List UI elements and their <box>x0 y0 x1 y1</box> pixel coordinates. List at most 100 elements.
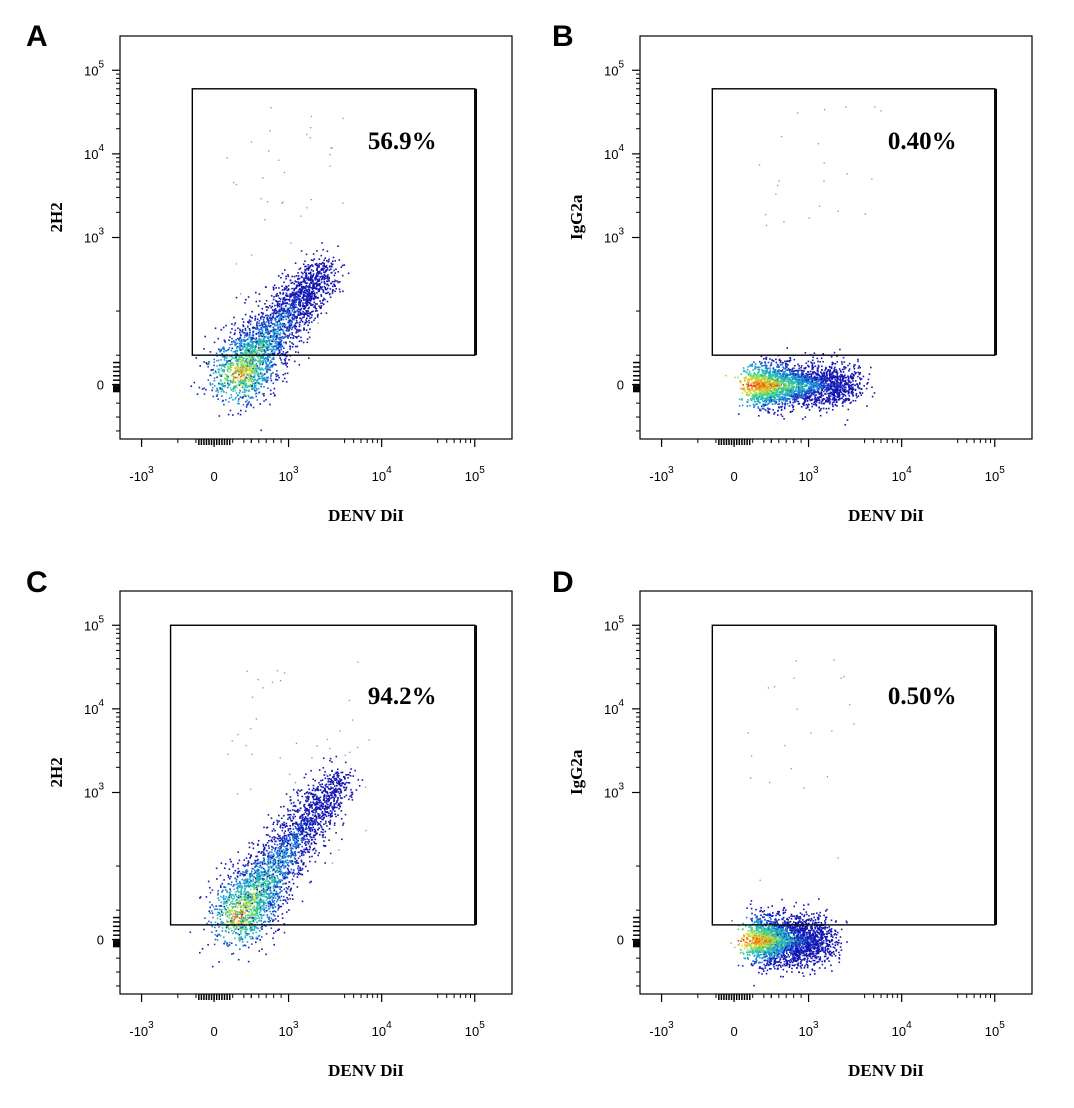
event-dot <box>768 399 770 402</box>
event-dot <box>221 347 224 350</box>
event-dot <box>239 349 242 352</box>
event-dot <box>289 348 291 350</box>
event-dot <box>298 302 300 305</box>
event-dot <box>820 372 823 375</box>
event-dot <box>282 307 284 310</box>
event-dot <box>262 374 265 377</box>
event-dot <box>261 376 264 378</box>
event-dot <box>794 369 797 372</box>
event-dot <box>306 341 309 344</box>
event-dot <box>816 399 818 402</box>
event-dot <box>849 381 851 384</box>
event-dot <box>239 413 242 416</box>
event-dot <box>753 400 756 402</box>
event-dot <box>778 373 781 375</box>
event-dot <box>265 306 267 308</box>
event-dot <box>282 310 284 313</box>
event-dot <box>825 399 827 402</box>
event-dot <box>241 330 244 333</box>
event-dot <box>267 355 269 358</box>
event-dot <box>756 392 758 394</box>
event-dot <box>296 296 299 299</box>
event-dot-outlier <box>277 312 279 314</box>
event-dot <box>299 305 301 307</box>
event-dot <box>311 278 313 281</box>
event-dot <box>724 374 727 377</box>
event-dot <box>291 304 294 306</box>
event-dot <box>266 332 268 334</box>
event-dot <box>788 374 790 377</box>
event-dot <box>216 393 219 396</box>
event-dot <box>276 370 278 372</box>
event-dot <box>270 317 272 320</box>
event-dot <box>269 343 271 345</box>
event-dot <box>248 369 250 371</box>
event-dot <box>308 286 311 289</box>
event-dot <box>758 396 761 398</box>
event-dot <box>259 360 262 362</box>
event-dot <box>226 386 229 389</box>
event-dot <box>265 365 268 367</box>
event-dot <box>782 387 785 389</box>
event-dot <box>230 361 232 364</box>
event-dot <box>254 319 256 321</box>
event-dot <box>255 384 257 387</box>
event-dot <box>239 367 242 370</box>
event-dot <box>257 342 260 344</box>
event-dot <box>763 400 765 403</box>
event-dot <box>242 321 245 323</box>
event-dot <box>285 285 287 288</box>
event-dot <box>307 307 310 310</box>
event-dot <box>311 287 314 289</box>
event-dot <box>229 343 232 346</box>
event-dot <box>299 317 301 319</box>
event-dot <box>772 373 774 375</box>
event-dot <box>828 374 831 376</box>
event-dot <box>287 275 290 278</box>
event-dot <box>234 343 236 346</box>
event-dot <box>829 380 831 382</box>
event-dot <box>299 290 302 293</box>
event-dot <box>261 359 264 362</box>
event-dot <box>216 360 218 362</box>
event-dot <box>810 380 813 383</box>
event-dot <box>223 339 226 342</box>
event-dot <box>803 370 805 372</box>
event-dot <box>298 340 301 343</box>
event-dot <box>763 369 765 372</box>
event-dot <box>298 325 301 328</box>
event-dot <box>805 383 807 386</box>
event-dot <box>217 371 220 374</box>
event-dot <box>259 375 261 378</box>
event-dot <box>291 308 294 311</box>
event-dot <box>239 329 242 332</box>
y-tick-label: 104 <box>84 143 104 162</box>
event-dot <box>312 310 314 313</box>
event-dot <box>764 374 766 377</box>
event-dot <box>291 326 294 329</box>
event-dot <box>242 331 244 334</box>
event-dot <box>232 363 234 365</box>
event-dot <box>320 294 322 296</box>
event-dot <box>832 362 835 365</box>
event-dot <box>325 266 327 269</box>
event-dot <box>303 294 306 296</box>
event-dot <box>787 386 790 389</box>
event-dot <box>267 325 269 327</box>
event-dot <box>813 376 816 378</box>
event-dot <box>261 344 264 346</box>
event-dot <box>312 259 314 262</box>
event-dot <box>278 320 280 322</box>
event-dot <box>284 372 286 375</box>
event-dot <box>763 399 766 402</box>
event-dot <box>287 274 289 276</box>
event-dot <box>318 288 321 291</box>
event-dot <box>267 365 269 368</box>
event-dot <box>243 340 246 343</box>
event-dot <box>301 297 303 299</box>
event-dot <box>302 302 304 304</box>
event-dot <box>751 386 754 388</box>
event-dot <box>213 379 216 382</box>
event-dot <box>266 347 268 350</box>
event-dot <box>786 376 788 378</box>
